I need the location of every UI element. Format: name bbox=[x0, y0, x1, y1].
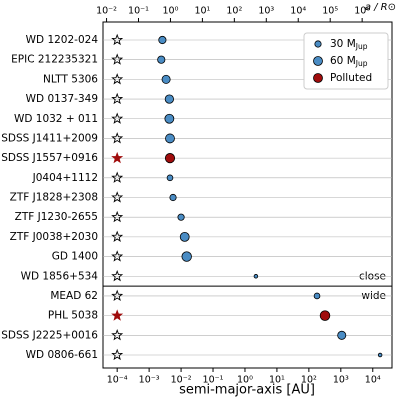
legend-label-text: 60 M bbox=[330, 55, 356, 67]
planet bbox=[158, 35, 167, 45]
legend-label: 60 MJup bbox=[330, 55, 368, 68]
y-tick-label: ZTF J0038+2030 bbox=[10, 231, 98, 243]
host-star bbox=[111, 289, 124, 302]
legend-marker bbox=[313, 73, 323, 83]
y-tick-label: NLTT 5306 bbox=[43, 73, 98, 85]
planet bbox=[166, 174, 174, 182]
x2-tick-label: 10² bbox=[226, 6, 242, 17]
legend-label-sub: Jup bbox=[355, 59, 368, 68]
host-star bbox=[111, 230, 124, 242]
planet bbox=[179, 231, 190, 242]
x2-tick-label: 10⁻² bbox=[96, 6, 117, 17]
x2-tick-label: 10⁵ bbox=[322, 6, 338, 17]
legend-marker bbox=[314, 40, 322, 48]
y-tick-label: ZTF J1828+2308 bbox=[10, 192, 98, 204]
x2-tick-label: 10³ bbox=[258, 6, 274, 17]
host-star bbox=[111, 53, 124, 65]
x-tick-label: 10⁴ bbox=[365, 375, 381, 386]
planet bbox=[337, 330, 347, 340]
host-star bbox=[111, 250, 124, 262]
legend-label: Polluted bbox=[330, 72, 372, 84]
planet bbox=[377, 352, 383, 358]
x2-tick-label: 10⁻¹ bbox=[128, 6, 149, 17]
planet bbox=[177, 213, 185, 221]
y-tick-label: PHL 5038 bbox=[48, 310, 98, 322]
planet bbox=[313, 292, 321, 300]
y-tick-label: WD 1032 + 011 bbox=[14, 113, 98, 125]
planet bbox=[169, 193, 177, 202]
planet bbox=[161, 74, 171, 84]
x-tick-label: 10⁻² bbox=[171, 375, 192, 386]
host-star bbox=[111, 191, 124, 203]
x2-tick-label: 10⁶ bbox=[354, 6, 370, 17]
host-star bbox=[111, 269, 124, 282]
x-tick-label: 10² bbox=[301, 375, 317, 386]
host-star bbox=[111, 132, 124, 144]
x-axis-label: semi-major-axis [AU] bbox=[179, 383, 315, 398]
y-tick-label: EPIC 212235321 bbox=[11, 54, 98, 66]
x-tick-label: 10⁻³ bbox=[139, 375, 160, 386]
x2-tick-label: 10⁴ bbox=[290, 6, 306, 17]
legend-marker bbox=[313, 56, 323, 66]
host-star bbox=[111, 171, 124, 183]
legend-box bbox=[303, 32, 389, 90]
y-tick-label: GD 1400 bbox=[52, 251, 98, 263]
y-tick-label: J0404+1112 bbox=[32, 172, 98, 184]
planet bbox=[164, 153, 176, 164]
y-tick-label: MEAD 62 bbox=[50, 290, 98, 302]
host-star bbox=[111, 112, 124, 124]
x-tick-label: 10⁰ bbox=[237, 375, 253, 386]
x2-tick-label: 10¹ bbox=[194, 6, 210, 17]
y-tick-label: ZTF J1230-2655 bbox=[15, 211, 98, 223]
y-tick-label: WD 1856+534 bbox=[21, 270, 99, 282]
y-tick-label: WD 0806-661 bbox=[26, 349, 98, 361]
x-tick-label: 10⁻⁴ bbox=[107, 375, 128, 386]
legend-label: 30 MJup bbox=[330, 38, 368, 51]
planet bbox=[253, 274, 259, 279]
legend-label-sub: Jup bbox=[355, 42, 368, 51]
host-star bbox=[111, 33, 124, 46]
planet bbox=[181, 251, 192, 262]
x2-axis-label: a / R⊙ bbox=[365, 2, 396, 13]
host-star bbox=[111, 73, 124, 85]
y-tick-label: SDSS J2225+0016 bbox=[1, 329, 98, 341]
host-star bbox=[111, 309, 124, 321]
host-star bbox=[111, 329, 124, 341]
y-tick-label: SDSS J1557+0916 bbox=[1, 152, 98, 164]
x2-tick-label: 10⁰ bbox=[162, 6, 178, 17]
planet bbox=[164, 94, 174, 104]
y-tick-label: WD 0137-349 bbox=[26, 93, 98, 105]
host-star bbox=[111, 92, 124, 105]
planet bbox=[164, 113, 175, 124]
host-star bbox=[111, 151, 124, 164]
y-tick-label: WD 1202-024 bbox=[26, 34, 99, 46]
planet bbox=[319, 310, 331, 321]
planet bbox=[157, 55, 166, 64]
host-star bbox=[111, 210, 124, 223]
plot-frame bbox=[102, 21, 393, 369]
planet bbox=[165, 133, 175, 144]
x-tick-label: 10³ bbox=[333, 375, 349, 386]
y-tick-label: SDSS J1411+2009 bbox=[1, 132, 98, 144]
x-tick-label: 10¹ bbox=[269, 375, 285, 386]
legend-label-text: Polluted bbox=[330, 72, 372, 84]
legend-label-text: 30 M bbox=[330, 38, 356, 50]
x-tick-label: 10⁻¹ bbox=[203, 375, 224, 386]
host-star bbox=[111, 348, 124, 361]
